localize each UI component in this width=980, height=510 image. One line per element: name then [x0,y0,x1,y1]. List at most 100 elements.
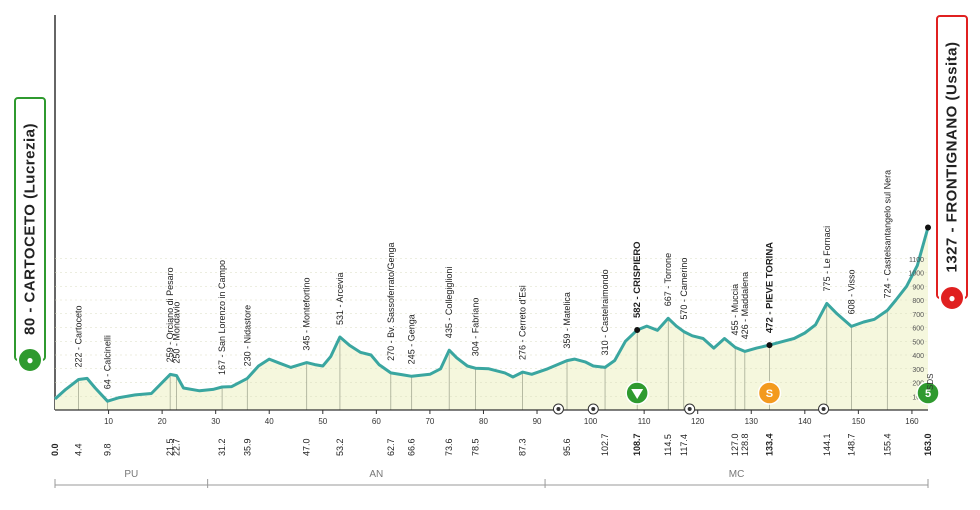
altitude-tick-label: 200 [912,381,924,388]
km-tick-label: 160 [905,417,919,426]
climb-point [634,326,641,333]
km-label: 35.9 [242,438,252,456]
start-badge: 80 - CARTOCETO (Lucrezia) ● [14,97,46,373]
km-label: 47.0 [302,438,312,456]
profile-line [53,227,930,403]
km-tick-label: 20 [158,417,167,426]
altitude-tick-label: 1000 [908,271,924,278]
km-label: 148.7 [846,433,856,456]
km-tick-label: 140 [798,417,812,426]
place-label: 570 - Camerino [679,258,689,320]
place-label: 359 - Matelica [562,292,572,349]
km-tick-label: 130 [745,417,759,426]
km-tick-label: 120 [691,417,705,426]
altitude-tick-label: 900 [912,284,924,291]
km-tick-label: 100 [584,417,598,426]
climb-point [766,342,773,349]
rail-icon-dot [556,407,561,411]
bike-icon: ● [17,347,43,373]
km-label: 87.3 [518,438,528,456]
km-label: 21.5 [165,438,175,456]
km-tick-label: 90 [533,417,542,426]
km-label: 0.0 [50,443,60,456]
km-tick-label: 50 [318,417,327,426]
place-label: 245 - Genga [407,314,417,364]
km-label: 66.6 [407,438,417,456]
marker-finish-gpm: 5 [916,381,940,405]
place-label: 250 - Mondavio [172,302,182,364]
place-label: 582 - CRISPIERO [632,241,643,318]
finish-badge: 1327 - FRONTIGNANO (Ussita) ● [936,15,968,311]
km-tick-label: 70 [425,417,434,426]
finish-marker-label: SDS [926,374,935,390]
place-label: 775 - Le Fornaci [822,226,832,292]
finish-point [925,224,931,231]
km-label: 62.7 [386,438,396,456]
province-label: MC [729,469,745,480]
profile-area [55,227,928,410]
altitude-tick-label: 700 [912,312,924,319]
altitude-tick-label: 600 [912,326,924,333]
place-label: 426 - Maddalena [740,272,750,340]
target-icon-dot [821,407,826,411]
sprint-label: S [766,388,773,400]
bike-icon: ● [939,285,965,311]
place-label: 724 - Castelsantangelo sul Nera [882,170,892,299]
place-label: 167 - San Lorenzo in Campo [217,260,227,375]
altitude-tick-label: 300 [912,367,924,374]
place-label: 304 - Fabriano [470,298,480,357]
place-label: 531 - Arcevia [335,272,345,325]
marker-sprint: S [757,381,782,405]
place-label: 472 - PIEVE TORINA [764,242,775,333]
place-label: 608 - Visso [846,270,856,315]
finish-gpm-icon [916,381,940,405]
km-label: 78.5 [470,438,480,456]
km-label: 163.0 [923,433,933,456]
km-label: 144.1 [822,433,832,456]
km-tick-label: 10 [104,417,113,426]
km-label: 108.7 [632,433,642,456]
marker-gpm [625,381,649,405]
province-label: AN [369,469,383,480]
km-label: 9.8 [102,443,112,456]
place-label: 345 - Montefortino [302,278,312,351]
km-label: 31.2 [217,438,227,456]
target-icon-dot [687,407,692,411]
altitude-tick-label: 1100 [909,257,924,264]
km-label: 22.7 [172,438,182,456]
place-label: 259 - Orciano di Pesaro [165,267,175,362]
place-label: 276 - Cerreto d'Esi [518,285,528,360]
place-label: 222 - Cartoceto [74,305,84,367]
place-label: 667 - Torrone [663,253,673,306]
altitude-tick-label: 800 [912,298,924,305]
km-label: 95.6 [562,438,572,456]
km-label: 117.4 [679,434,689,456]
province-label: PU [124,469,138,480]
km-tick-label: 60 [372,417,381,426]
km-label: 114.5 [663,434,673,456]
altitude-tick-label: 500 [912,339,924,346]
km-label: 53.2 [335,438,345,456]
km-label: 128.8 [740,433,750,456]
km-tick-label: 30 [211,417,220,426]
finish-label: 1327 - FRONTIGNANO (Ussita) [943,41,961,273]
finish-gpm-label: 5 [925,388,931,400]
place-label: 64 - Calcinelli [102,335,112,389]
km-label: 127.0 [730,433,740,456]
sprint-icon [757,381,782,405]
km-label: 102.7 [600,433,610,456]
rail-icon-dot [591,407,596,411]
km-tick-label: 80 [479,417,488,426]
km-tick-label: 40 [265,417,274,426]
km-label: 155.4 [882,433,892,456]
gpm-triangle-icon [631,389,644,399]
start-label: 80 - CARTOCETO (Lucrezia) [21,123,39,335]
km-tick-label: 150 [852,417,866,426]
km-label: 4.4 [74,443,84,456]
km-label: 133.4 [764,433,774,456]
place-label: 455 - Muccia [730,284,740,336]
place-label: 230 - Nidastore [242,305,252,367]
place-label: 310 - Castelraimondo [600,269,610,355]
